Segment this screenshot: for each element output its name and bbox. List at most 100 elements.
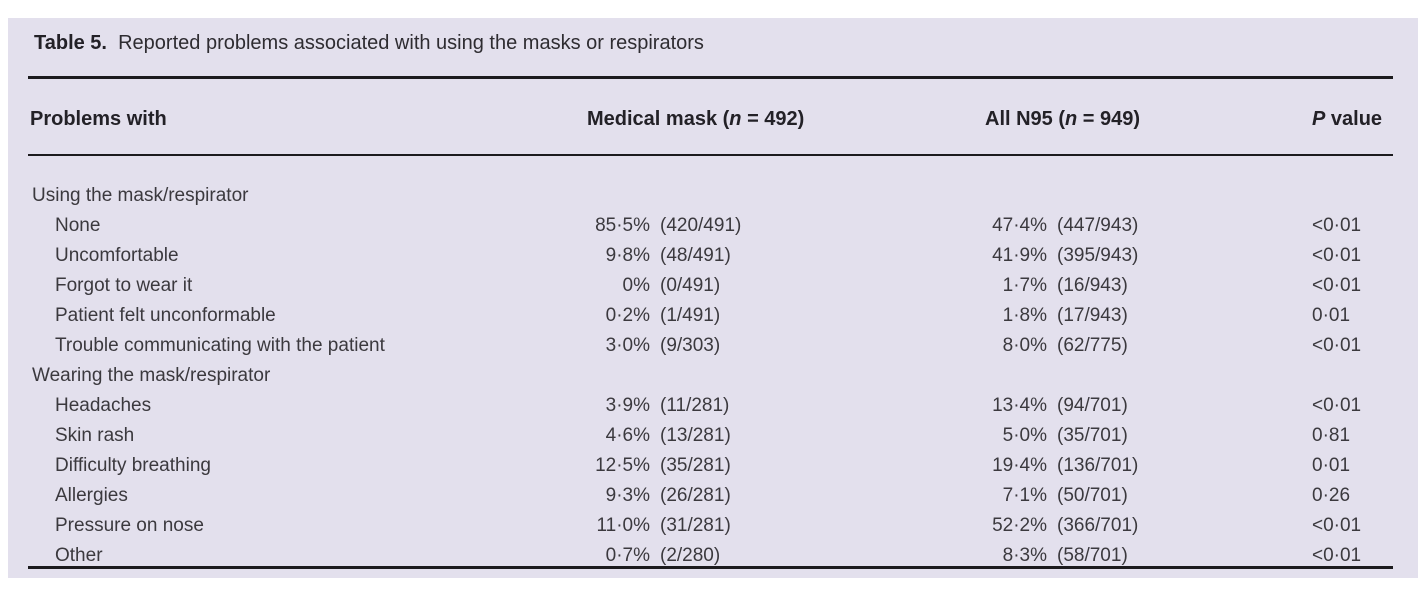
medical-mask-percent: 11·0% (596, 515, 650, 536)
row-label: Uncomfortable (55, 245, 179, 266)
table-row: None 85·5% (420/491) 47·4% (447/943) <0·01 (8, 212, 1418, 242)
medical-mask-fraction: (26/281) (660, 485, 731, 506)
row-label: Pressure on nose (55, 515, 204, 536)
p-value: <0·01 (1312, 275, 1362, 296)
p-value: 0·81 (1312, 425, 1351, 446)
n95-fraction: (35/701) (1057, 425, 1128, 446)
p-value: 0·01 (1312, 305, 1351, 326)
medical-mask-fraction: (48/491) (660, 245, 731, 266)
table-row: Trouble communicating with the patient 3·… (8, 332, 1418, 362)
table-body: Using the mask/respirator None 85·5% (420/4… (8, 18, 1418, 578)
section-row: Wearing the mask/respirator (8, 362, 1418, 392)
n95-percent: 52·2% (992, 515, 1047, 536)
table-row: Pressure on nose 11·0% (31/281) 52·2% (366/7… (8, 512, 1418, 542)
medical-mask-fraction: (9/303) (660, 335, 721, 356)
p-value: <0·01 (1312, 215, 1362, 236)
medical-mask-percent: 9·3% (605, 485, 650, 506)
n95-fraction: (17/943) (1057, 305, 1128, 326)
col-header-p-value: P value (1312, 106, 1382, 132)
n95-percent: 7·1% (1002, 485, 1047, 506)
col-header-all-n95-n: n (1065, 108, 1078, 130)
col-header-p-value-text: value (1325, 108, 1383, 130)
n95-percent: 47·4% (992, 215, 1047, 236)
table-row: Headaches 3·9% (11/281) 13·4% (94/701) <0·01 (8, 392, 1418, 422)
medical-mask-fraction: (11/281) (660, 395, 730, 416)
col-header-medical-mask: Medical mask (n = 492) (587, 106, 804, 132)
row-label: Other (55, 545, 103, 566)
medical-mask-percent: 85·5% (595, 215, 650, 236)
medical-mask-fraction: (1/491) (660, 305, 721, 326)
n95-percent: 41·9% (992, 245, 1047, 266)
section-label: Using the mask/respirator (32, 185, 249, 206)
p-value: <0·01 (1312, 335, 1362, 356)
col-header-all-n95: All N95 (n = 949) (985, 106, 1140, 132)
medical-mask-fraction: (13/281) (660, 425, 731, 446)
row-label: Trouble communicating with the patient (55, 335, 385, 356)
n95-fraction: (447/943) (1057, 215, 1139, 236)
medical-mask-percent: 12·5% (595, 455, 650, 476)
row-label: Skin rash (55, 425, 135, 446)
medical-mask-fraction: (420/491) (660, 215, 742, 236)
medical-mask-percent: 0·2% (605, 305, 650, 326)
n95-percent: 5·0% (1002, 425, 1047, 446)
n95-fraction: (58/701) (1057, 545, 1128, 566)
section-label: Wearing the mask/respirator (32, 365, 271, 386)
n95-fraction: (136/701) (1057, 455, 1139, 476)
column-header-row: Problems with Medical mask (n = 492) All… (8, 106, 1418, 132)
row-label: Headaches (55, 395, 152, 416)
medical-mask-fraction: (2/280) (660, 545, 721, 566)
p-value: <0·01 (1312, 245, 1362, 266)
n95-percent: 13·4% (992, 395, 1047, 416)
row-label: Patient felt unconformable (55, 305, 276, 326)
n95-fraction: (50/701) (1057, 485, 1128, 506)
medical-mask-percent: 3·9% (605, 395, 650, 416)
bottom-rule (28, 566, 1393, 569)
col-header-problems-with: Problems with (30, 108, 167, 130)
n95-fraction: (62/775) (1057, 335, 1128, 356)
n95-percent: 1·7% (1002, 275, 1047, 296)
p-value: <0·01 (1312, 515, 1362, 536)
col-header-medical-mask-n: n (729, 108, 742, 130)
medical-mask-percent: 3·0% (605, 335, 650, 356)
medical-mask-percent: 4·6% (605, 425, 650, 446)
col-header-medical-mask-count: = 492) (741, 108, 805, 130)
row-label: Forgot to wear it (55, 275, 193, 296)
table-number: Table 5. (34, 32, 107, 54)
col-header-p-italic: P (1312, 108, 1326, 130)
n95-percent: 8·0% (1002, 335, 1047, 356)
table-row: Allergies 9·3% (26/281) 7·1% (50/701) 0·26 (8, 482, 1418, 512)
table-row: Forgot to wear it 0% (0/491) 1·7% (16/943) <0… (8, 272, 1418, 302)
table-row: Uncomfortable 9·8% (48/491) 41·9% (395/943) <… (8, 242, 1418, 272)
table-title: Table 5. Reported problems associated wi… (34, 30, 704, 56)
n95-percent: 1·8% (1002, 305, 1047, 326)
row-label: Allergies (55, 485, 128, 506)
p-value: 0·01 (1312, 455, 1351, 476)
n95-fraction: (366/701) (1057, 515, 1139, 536)
col-header-medical-mask-text: Medical mask ( (587, 108, 730, 130)
row-label: Difficulty breathing (55, 455, 211, 476)
n95-percent: 19·4% (992, 455, 1047, 476)
section-row: Using the mask/respirator (8, 182, 1418, 212)
medical-mask-fraction: (0/491) (660, 275, 721, 296)
table-panel: Table 5. Reported problems associated wi… (8, 18, 1418, 578)
p-value: 0·26 (1312, 485, 1351, 506)
table-row: Difficulty breathing 12·5% (35/281) 19·4% (1… (8, 452, 1418, 482)
table-row: Patient felt unconformable 0·2% (1/491) 1·8… (8, 302, 1418, 332)
p-value: <0·01 (1312, 395, 1362, 416)
table-row: Skin rash 4·6% (13/281) 5·0% (35/701) 0·81 (8, 422, 1418, 452)
medical-mask-percent: 9·8% (605, 245, 650, 266)
header-separator-rule (28, 154, 1393, 156)
row-label: None (55, 215, 101, 236)
n95-percent: 8·3% (1002, 545, 1047, 566)
n95-fraction: (395/943) (1057, 245, 1139, 266)
medical-mask-fraction: (31/281) (660, 515, 731, 536)
top-rule (28, 76, 1393, 79)
table-caption: Reported problems associated with using … (107, 32, 704, 54)
col-header-all-n95-count: = 949) (1077, 108, 1141, 130)
p-value: <0·01 (1312, 545, 1362, 566)
medical-mask-percent: 0% (622, 275, 650, 296)
n95-fraction: (94/701) (1057, 395, 1128, 416)
n95-fraction: (16/943) (1057, 275, 1128, 296)
col-header-all-n95-text: All N95 ( (985, 108, 1066, 130)
